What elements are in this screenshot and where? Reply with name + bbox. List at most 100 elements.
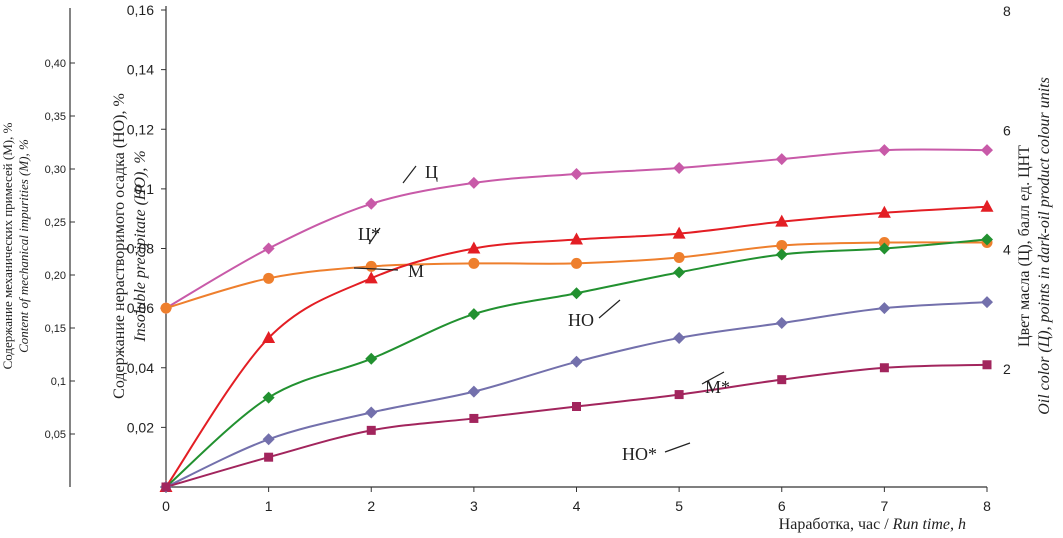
- y-inner-title-ru: Содержание нерастворимого осадка (НО), %: [111, 93, 128, 399]
- y-right-tick-label: 4: [1003, 242, 1011, 258]
- data-point-2: [467, 241, 481, 254]
- x-tick-label: 0: [162, 498, 170, 514]
- data-point-3: [467, 308, 480, 321]
- data-point-3: [365, 352, 378, 365]
- y-inner-tick-label: 0,16: [127, 2, 154, 18]
- y-outer-tick-label: 0,30: [45, 164, 66, 176]
- y-outer-tick-label: 0,1: [51, 376, 66, 388]
- data-point-0: [673, 162, 686, 175]
- label-M: М: [408, 261, 424, 281]
- label-HO-star: НО*: [622, 444, 657, 464]
- x-tick-label: 8: [983, 498, 991, 514]
- data-point-1: [776, 240, 788, 252]
- label-leader-line: [402, 165, 417, 184]
- data-point-4: [878, 302, 891, 315]
- data-point-3: [262, 391, 275, 404]
- y-inner-tick-label: 0,08: [127, 241, 154, 257]
- x-tick-label: 7: [880, 498, 888, 514]
- x-tick-label: 2: [367, 498, 375, 514]
- label-leader-line: [368, 227, 381, 245]
- label-C: Ц: [425, 162, 438, 182]
- data-point-5: [264, 452, 274, 462]
- y-right-tick-label: 8: [1003, 3, 1011, 19]
- y-outer-tick-label: 0,20: [45, 270, 66, 282]
- label-leader-line: [664, 442, 691, 453]
- y-inner-title-en: Insoluble precipitate (НО), %: [132, 150, 149, 342]
- data-point-1: [673, 251, 685, 263]
- data-point-5: [777, 375, 787, 385]
- label-C-star: Ц*: [358, 224, 380, 244]
- data-point-4: [775, 317, 788, 330]
- y-outer-title-en: Content of mechanical impurities (М), %: [16, 139, 31, 353]
- x-axis-title-en: Run time, h: [892, 516, 966, 533]
- y-right-tick-label: 2: [1003, 361, 1011, 377]
- y-right-title-ru: Цвет масла (Ц), балл ед. ЦНТ: [1016, 145, 1033, 347]
- x-tick-label: 5: [675, 498, 683, 514]
- series-line-2: [165, 205, 988, 488]
- label-leader-line: [598, 299, 621, 319]
- data-point-0: [775, 153, 788, 166]
- x-tick-label: 6: [778, 498, 786, 514]
- data-point-0: [365, 197, 378, 210]
- label-leader-line: [353, 267, 399, 271]
- data-point-5: [572, 402, 581, 412]
- data-point-4: [673, 331, 686, 344]
- y-outer-tick-label: 0,40: [45, 58, 66, 70]
- data-point-0: [570, 167, 583, 180]
- data-point-5: [982, 360, 992, 370]
- data-point-1: [263, 272, 275, 284]
- data-point-4: [981, 296, 993, 309]
- y-outer-tick-label: 0,35: [45, 111, 66, 123]
- data-point-3: [570, 287, 583, 300]
- data-point-0: [467, 176, 480, 189]
- data-point-2: [672, 226, 686, 239]
- y-right-title-en: Oil color (Ц), points in dark-oil produc…: [1036, 77, 1053, 415]
- y-right-tick-label: 6: [1003, 122, 1011, 138]
- data-point-4: [365, 406, 378, 419]
- y-outer-tick-label: 0,05: [45, 429, 66, 441]
- data-point-1: [365, 260, 377, 272]
- data-point-4: [262, 433, 275, 446]
- data-point-5: [161, 482, 171, 492]
- x-tick-label: 4: [573, 498, 581, 514]
- label-leader-line: [701, 371, 725, 385]
- y-outer-tick-label: 0,15: [45, 323, 66, 335]
- data-point-1: [468, 257, 480, 269]
- data-point-3: [775, 248, 788, 261]
- data-point-2: [364, 271, 378, 284]
- series-line-5: [165, 363, 988, 488]
- data-point-1: [160, 302, 172, 314]
- x-tick-label: 3: [470, 498, 478, 514]
- x-tick-label: 1: [265, 498, 273, 514]
- x-axis-title-ru: Наработка, час /: [779, 516, 893, 533]
- data-point-5: [674, 390, 684, 400]
- label-M-star: М*: [705, 377, 730, 397]
- data-point-3: [878, 242, 891, 255]
- data-point-2: [980, 199, 994, 212]
- data-point-2: [570, 232, 583, 245]
- data-point-5: [469, 413, 479, 423]
- data-point-2: [877, 205, 891, 218]
- data-point-2: [775, 214, 789, 227]
- data-point-3: [981, 233, 993, 246]
- label-HO: НО: [568, 310, 594, 330]
- data-point-2: [262, 330, 276, 343]
- y-inner-tick-label: 0,04: [127, 360, 154, 376]
- data-point-0: [878, 144, 891, 157]
- y-inner-tick-label: 0,1: [135, 181, 155, 197]
- y-inner-tick-label: 0,02: [127, 419, 154, 435]
- data-point-4: [467, 385, 480, 398]
- data-point-1: [571, 257, 582, 269]
- data-point-3: [673, 266, 686, 279]
- data-point-5: [366, 425, 376, 435]
- data-point-0: [981, 144, 993, 157]
- x-axis-title: Наработка, час / Run time, h: [779, 516, 966, 533]
- data-point-0: [262, 242, 275, 255]
- y-inner-tick-label: 0,14: [127, 62, 154, 78]
- y-outer-title-ru: Содержание механических примесей (М), %: [0, 122, 15, 369]
- data-point-4: [570, 355, 583, 368]
- y-inner-tick-label: 0,06: [127, 300, 154, 316]
- y-outer-tick-label: 0,25: [45, 217, 66, 229]
- data-point-5: [879, 363, 889, 373]
